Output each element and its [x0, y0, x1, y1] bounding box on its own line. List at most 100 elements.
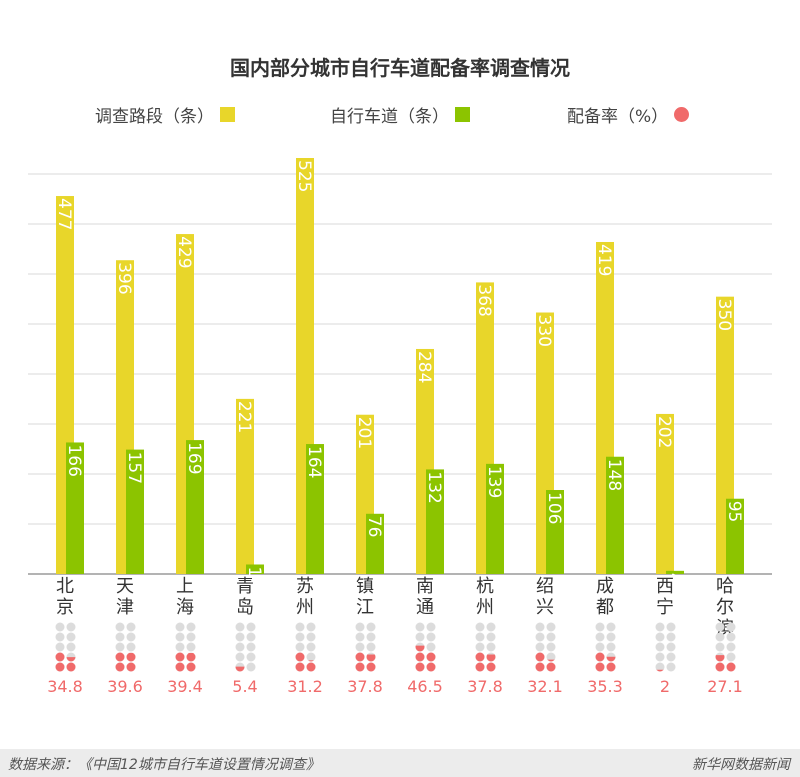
legend-bike-label: 自行车道（条）	[330, 107, 449, 127]
survey-value-label: 396	[114, 262, 134, 294]
survey-value-label: 202	[654, 416, 674, 448]
rate-dot	[426, 622, 436, 632]
rate-dot	[235, 652, 245, 662]
rate-dot	[235, 642, 245, 652]
bike-bar	[246, 564, 264, 574]
rate-dot	[486, 642, 496, 652]
rate-dot	[175, 622, 185, 632]
rate-dot	[486, 622, 496, 632]
rate-dot-filled	[595, 652, 605, 662]
rate-dot-filled	[415, 662, 425, 672]
rate-dot	[666, 662, 676, 672]
legend-rate-label: 配备率（%）	[567, 107, 669, 127]
rate-dot	[726, 652, 736, 662]
legend-bike-swatch	[455, 107, 470, 122]
category-label: 宁	[656, 597, 674, 618]
survey-bar	[656, 413, 674, 574]
category-label: 西	[656, 576, 674, 597]
survey-value-label: 284	[414, 351, 434, 383]
legend-survey-swatch	[220, 107, 235, 122]
bike-value-label: 164	[304, 446, 324, 478]
bike-value-label: 139	[484, 466, 504, 498]
survey-value-label: 419	[594, 244, 614, 276]
rate-dot-filled	[66, 657, 76, 662]
rate-dot-filled	[55, 652, 65, 662]
bike-value-label: 76	[364, 516, 384, 538]
rate-dot	[115, 642, 125, 652]
bike-bar	[486, 463, 504, 574]
rate-dot	[606, 632, 616, 642]
rate-dot-filled	[115, 652, 125, 662]
rate-dot-filled	[426, 652, 436, 662]
bike-value-label: 169	[184, 442, 204, 474]
category-label: 海	[176, 597, 194, 618]
bike-bar	[666, 570, 684, 574]
bike-bar	[306, 444, 324, 574]
survey-value-label: 330	[534, 315, 554, 347]
rate-dot	[666, 632, 676, 642]
source-note: 数据来源：《中国12城市自行车道设置情况调查》	[8, 757, 320, 773]
rate-value-label: 37.8	[347, 677, 383, 696]
rate-dot	[306, 652, 316, 662]
rate-value-label: 39.4	[167, 677, 203, 696]
rate-dot-filled	[55, 662, 65, 672]
rate-dot	[655, 622, 665, 632]
rate-dot-filled	[66, 662, 76, 672]
rate-dot-filled	[366, 662, 376, 672]
rate-dot	[186, 642, 196, 652]
bike-bar	[126, 449, 144, 574]
rate-dot	[415, 622, 425, 632]
bike-value-label: 166	[64, 444, 84, 476]
rate-dot-filled	[535, 652, 545, 662]
rate-dot-filled	[126, 652, 136, 662]
category-label: 州	[296, 597, 314, 618]
rate-dot-filled	[366, 654, 376, 662]
legend-rate-dot	[674, 107, 690, 122]
rate-dot	[246, 632, 256, 642]
rate-dot	[126, 642, 136, 652]
rate-dot-filled	[186, 653, 196, 662]
rate-dot	[235, 622, 245, 632]
rate-dot	[666, 622, 676, 632]
category-label: 北	[56, 576, 74, 597]
rate-dot-filled	[355, 662, 365, 672]
survey-value-label: 221	[234, 401, 254, 433]
rate-dot	[306, 622, 316, 632]
rate-dot	[606, 642, 616, 652]
rate-value-label: 5.4	[232, 677, 257, 696]
bike-value-label: 106	[544, 492, 564, 524]
rate-dot	[115, 632, 125, 642]
rate-dot	[175, 642, 185, 652]
rate-dot-filled	[475, 652, 485, 662]
category-label: 上	[176, 576, 194, 597]
rate-dot	[426, 632, 436, 642]
rate-dot	[55, 622, 65, 632]
rate-dot	[175, 632, 185, 642]
rate-dot	[655, 632, 665, 642]
rate-dot	[546, 652, 556, 662]
bike-bar	[606, 456, 624, 574]
legend-survey-label: 调查路段（条）	[95, 107, 214, 127]
rate-dot	[115, 622, 125, 632]
rate-dot	[355, 642, 365, 652]
bike-bar	[366, 513, 384, 574]
legend-survey: 调查路段（条）	[95, 102, 235, 127]
rate-dot	[295, 642, 305, 652]
rate-dot-filled	[656, 669, 664, 672]
survey-value-label: 477	[54, 198, 74, 230]
rate-dot	[666, 652, 676, 662]
rate-dot	[475, 642, 485, 652]
rate-dot	[366, 632, 376, 642]
bike-value-label: 132	[424, 471, 444, 503]
rate-dot-filled	[295, 652, 305, 662]
bike-bar	[66, 442, 84, 574]
rate-dot	[595, 642, 605, 652]
bike-value-label: 95	[724, 501, 744, 523]
rate-dot	[66, 622, 76, 632]
category-label: 天	[116, 576, 134, 597]
rate-dot	[355, 632, 365, 642]
category-label: 岛	[236, 597, 254, 618]
rate-dot-filled	[726, 662, 736, 672]
rate-dot	[535, 622, 545, 632]
category-label: 都	[596, 597, 614, 618]
